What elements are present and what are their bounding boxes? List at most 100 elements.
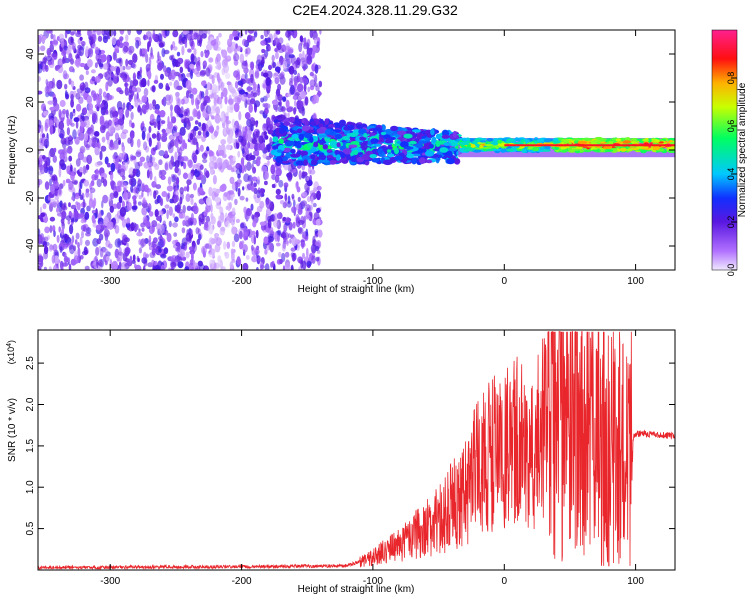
spectrogram-cell <box>45 79 49 85</box>
y-tick-label: 2.0 <box>25 397 36 411</box>
spectrogram-cell <box>58 167 62 178</box>
spectrogram-cell <box>143 141 148 151</box>
spectrogram-cell <box>250 234 256 244</box>
spectrogram-cell <box>271 260 275 267</box>
spectrogram-cell <box>68 36 75 45</box>
spectrogram-cell <box>74 250 78 261</box>
spectrogram-cell <box>278 37 284 45</box>
spectrogram-cell <box>138 194 142 200</box>
spectrogram-cell <box>312 30 317 34</box>
spectrogram-cell <box>98 88 103 95</box>
spectrogram-cell <box>287 163 294 173</box>
spectrogram-cell <box>247 228 253 238</box>
spectrogram-cell <box>69 224 74 235</box>
spectrogram-cell <box>245 59 248 68</box>
spectrogram-cell <box>193 126 199 131</box>
spectrogram-cell <box>244 164 247 172</box>
spectrogram-cell <box>179 126 186 136</box>
spectrogram-cell <box>124 218 131 224</box>
spectrogram-cell <box>260 34 264 40</box>
spectrogram-cell <box>201 122 206 132</box>
spectrogram-cell <box>63 202 67 208</box>
spectrogram-cell <box>145 101 150 109</box>
spectrogram-cell <box>98 259 103 267</box>
spectrogram-cell <box>84 211 90 220</box>
spectrogram-cell <box>140 222 146 228</box>
spectrogram-cell <box>301 106 306 117</box>
spectrogram-cell <box>126 201 132 211</box>
spectrogram-cell <box>311 96 317 105</box>
spectrogram-cell <box>38 179 43 185</box>
spectrogram-cell <box>247 93 252 99</box>
spectrogram-cell <box>266 37 271 43</box>
spectrogram-cell <box>306 55 313 65</box>
spectrogram-cell <box>193 205 199 215</box>
spectrogram-cell <box>253 84 258 89</box>
spectrogram-cell <box>198 198 205 205</box>
spectrogram-cell <box>216 96 223 105</box>
spectrogram-cell <box>223 55 228 66</box>
spectrogram-cell <box>282 216 287 222</box>
spectrogram-cell <box>167 192 171 199</box>
spectrogram-cell <box>58 187 62 195</box>
spectrogram-cell <box>230 225 237 235</box>
spectrogram-cell <box>75 158 81 167</box>
spectrogram-cell <box>77 242 80 249</box>
colorbar-tick-label: 0.2 <box>726 216 736 229</box>
spectrogram-cell <box>85 239 90 246</box>
spectrogram-cell <box>175 177 180 185</box>
spectrogram-cell <box>176 146 180 154</box>
spectrogram-cell <box>53 264 60 270</box>
spectrogram-cell <box>91 43 97 49</box>
spectrogram-cell <box>403 146 414 150</box>
spectrogram-cell <box>56 79 63 90</box>
spectrogram-cell <box>234 81 239 89</box>
spectrogram-cell <box>154 163 160 170</box>
spectrogram-cell <box>183 186 188 192</box>
spectrogram-cell <box>287 31 291 41</box>
spectrogram-cell <box>191 152 197 161</box>
spectrogram-cell <box>53 40 58 45</box>
spectrogram-cell <box>182 204 186 214</box>
spectrogram-cell <box>426 133 432 138</box>
spectrogram-cell <box>102 194 109 204</box>
spectrogram-cell <box>132 206 137 212</box>
spectrogram-cell <box>39 233 45 242</box>
spectrogram-cell <box>87 58 93 68</box>
spectrogram-cell <box>145 53 149 63</box>
spectrogram-cell <box>293 77 299 86</box>
spectrogram-cell <box>189 133 194 141</box>
spectrogram-cell <box>560 146 567 150</box>
spectrogram-cell <box>606 149 614 152</box>
spectrogram-cell <box>274 47 279 53</box>
spectrogram-cell <box>273 219 279 228</box>
x-tick-label: -200 <box>232 576 252 587</box>
spectrogram-cell <box>435 140 441 148</box>
spectrogram-cell <box>193 33 200 38</box>
spectrogram-cell <box>127 137 132 144</box>
spectrogram-cell <box>203 210 208 217</box>
spectrogram-cell <box>275 175 279 181</box>
spectrogram-cell <box>64 152 68 158</box>
spectrogram-cell <box>74 210 79 220</box>
spectrogram-cell <box>119 206 127 217</box>
spectrogram-cell <box>225 112 229 117</box>
spectrogram-cell <box>255 150 260 157</box>
spectrogram-cell <box>283 182 289 188</box>
spectrogram-cell <box>38 255 44 263</box>
spectrogram-cell <box>242 186 245 191</box>
spectrogram-cell <box>49 30 53 34</box>
spectrogram-cell <box>207 30 211 35</box>
spectrogram-cell <box>130 155 137 161</box>
spectrogram-cell <box>126 242 129 249</box>
spectrogram-cell <box>199 70 206 77</box>
spectrogram-cell <box>101 200 104 209</box>
spectrogram-cell <box>447 151 453 157</box>
spectrogram-cell <box>311 64 315 72</box>
spectrogram-cell <box>603 146 613 149</box>
spectrogram-cell <box>302 260 307 270</box>
spectrogram-cell <box>500 148 506 153</box>
spectrogram-cell <box>67 139 74 145</box>
spectrogram-cell <box>220 139 227 145</box>
spectrogram-cell <box>59 99 66 108</box>
